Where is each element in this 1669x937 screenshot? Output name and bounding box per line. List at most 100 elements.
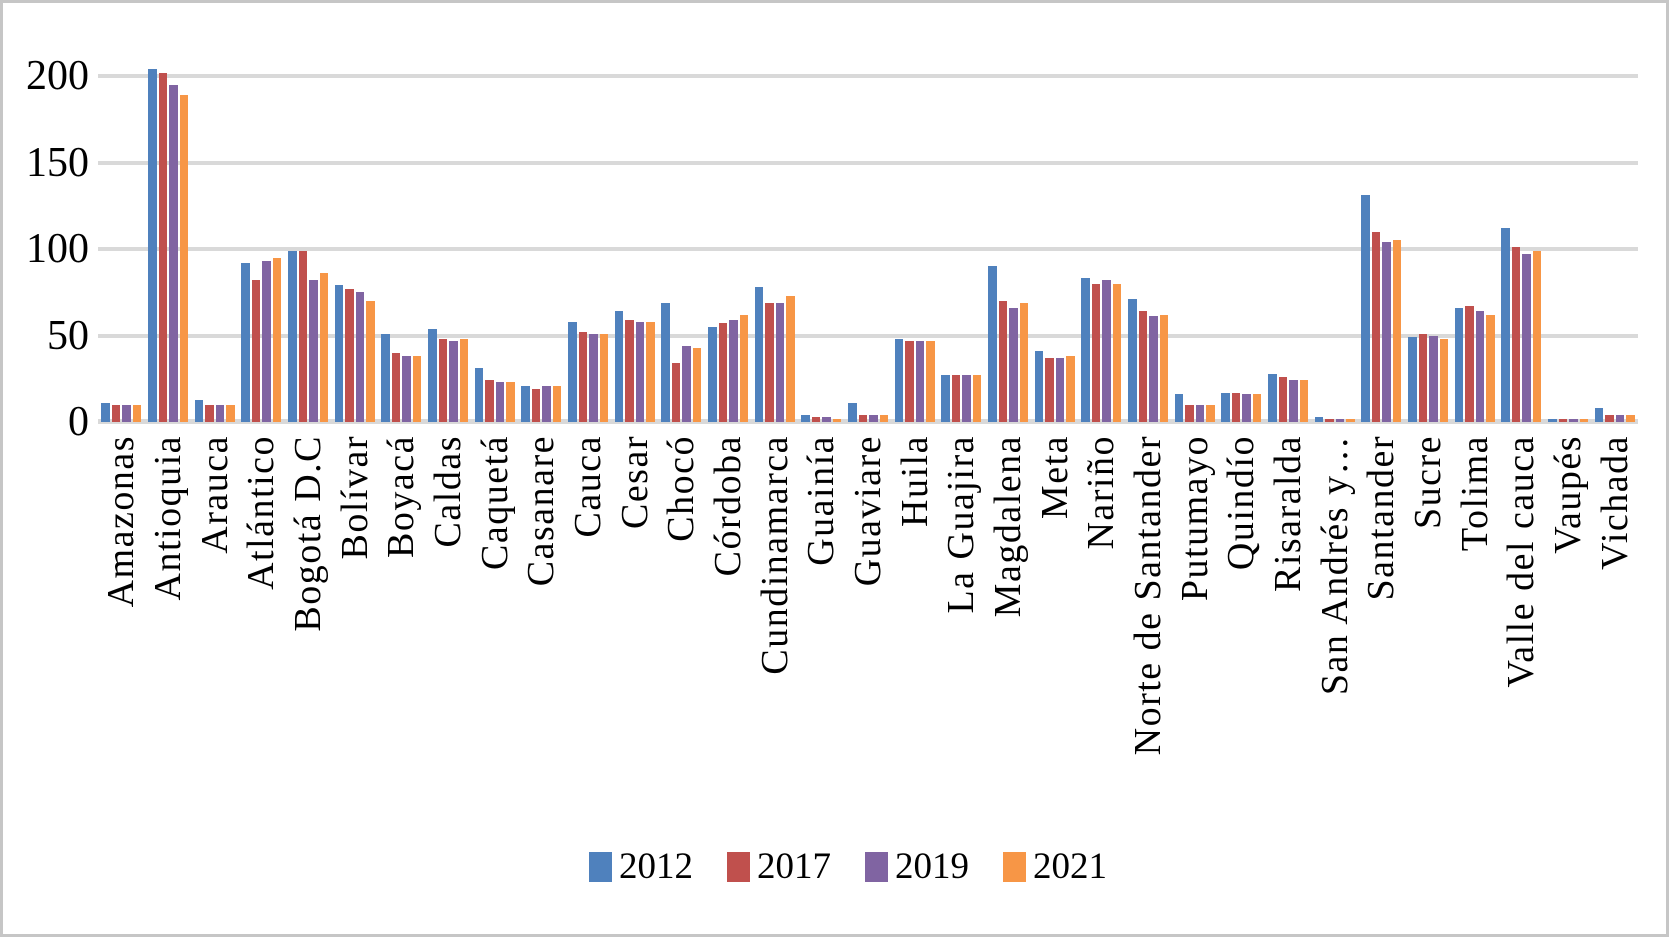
y-axis-tick-label: 200	[26, 53, 89, 99]
bar-group	[1498, 62, 1545, 422]
bar-2017	[485, 380, 494, 422]
bar-2021	[1252, 394, 1262, 422]
bar-group	[1545, 62, 1592, 422]
bar-2019	[682, 345, 691, 422]
bar-group	[145, 62, 192, 422]
gridline	[98, 160, 1638, 165]
bar-2019	[1569, 418, 1578, 422]
bar-2017	[1231, 392, 1241, 422]
bar-2019	[1615, 415, 1625, 422]
bar-2017	[1511, 247, 1521, 422]
bar-2012	[101, 402, 110, 422]
bar-2012	[988, 266, 997, 422]
bar-2021	[1486, 314, 1495, 422]
bar-2021	[879, 415, 889, 422]
x-axis-label-cell: Boyacá	[378, 431, 425, 741]
bar-2012	[1174, 394, 1184, 422]
bar-group	[378, 62, 425, 422]
x-axis-label: Vichada	[1593, 435, 1636, 570]
bar-group	[1218, 62, 1265, 422]
bar-2012	[708, 326, 717, 422]
bar-2012	[754, 287, 764, 422]
x-axis-label: Vaupés	[1547, 435, 1590, 554]
bar-group	[1265, 62, 1312, 422]
x-axis-label: Boyacá	[380, 435, 423, 558]
bar-2019	[122, 404, 131, 422]
bar-2019	[1289, 380, 1298, 422]
bar-2017	[298, 250, 308, 422]
bar-2019	[169, 84, 178, 422]
x-axis-label-cell: Tolima	[1451, 431, 1498, 741]
x-axis-label: Risaralda	[1267, 435, 1310, 593]
bar-2017	[391, 352, 401, 422]
bar-2017	[438, 338, 448, 422]
y-axis-tick-label: 50	[47, 312, 89, 359]
x-axis-label: Antioquia	[147, 435, 189, 601]
bar-2021	[1112, 283, 1122, 422]
y-axis-tick-label: 100	[26, 226, 89, 272]
x-axis-label-cell: Santander	[1358, 431, 1405, 741]
x-axis-label: Norte de Santander	[1127, 435, 1170, 756]
bar-2017	[1465, 306, 1474, 422]
bar-group	[1031, 62, 1078, 422]
bar-2017	[671, 363, 681, 422]
x-axis-label-cell: Vaupés	[1545, 431, 1592, 741]
bar-2012	[614, 311, 624, 422]
bar-2019	[1055, 358, 1065, 422]
x-axis-label-cell: Cundinamarca	[751, 431, 798, 741]
x-axis-label-cell: Caquetá	[471, 431, 518, 741]
bar-2012	[568, 321, 577, 422]
bar-2019	[355, 292, 365, 422]
x-axis-label-cell: Caldas	[425, 431, 472, 741]
x-axis-line	[98, 419, 1638, 424]
x-axis-label-cell: San Andrés y…	[1311, 431, 1358, 741]
legend-swatch	[1003, 851, 1026, 882]
bar-2012	[1501, 228, 1510, 422]
bar-2021	[1346, 418, 1355, 422]
bar-2012	[1034, 351, 1044, 422]
bar-group	[751, 62, 798, 422]
bar-group	[1358, 62, 1405, 422]
bar-2021	[412, 356, 422, 422]
bar-group	[1125, 62, 1172, 422]
bar-2019	[1522, 254, 1531, 422]
bar-2019	[729, 319, 738, 422]
bar-group	[1078, 62, 1125, 422]
legend-item-2021: 2021	[1003, 848, 1107, 885]
bar-2012	[1361, 195, 1370, 422]
bar-2012	[1268, 373, 1277, 422]
bar-2017	[531, 389, 541, 422]
bar-2019	[1382, 242, 1391, 422]
x-axis-label-cell: Meta	[1031, 431, 1078, 741]
x-axis-label-cell: Vichada	[1592, 431, 1639, 741]
bar-group	[518, 62, 565, 422]
bar-2012	[1408, 337, 1417, 422]
bar-2021	[1159, 314, 1169, 422]
bar-group	[565, 62, 612, 422]
x-axis-label-cell: Cauca	[565, 431, 612, 741]
bar-2019	[822, 416, 831, 422]
bar-group	[611, 62, 658, 422]
bar-2012	[521, 385, 530, 422]
x-axis-label-cell: Sucre	[1405, 431, 1452, 741]
bar-2017	[765, 302, 774, 422]
bar-2012	[428, 328, 437, 422]
bar-2017	[1558, 418, 1568, 422]
x-axis-label: Cauca	[567, 435, 610, 538]
legend-label: 2012	[619, 846, 693, 887]
bar-2021	[1299, 380, 1309, 422]
bar-2017	[951, 375, 961, 422]
bar-2017	[345, 288, 354, 422]
x-axis-label-cell: Nariño	[1078, 431, 1125, 741]
bar-2012	[941, 375, 950, 422]
x-axis-label: Bogotá D.C	[287, 435, 330, 632]
x-axis-label-cell: Magdalena	[985, 431, 1032, 741]
bar-group	[471, 62, 518, 422]
x-axis-label-cell: Córdoba	[705, 431, 752, 741]
bar-group	[705, 62, 752, 422]
bar-2012	[241, 262, 250, 422]
x-axis-label-cell: Amazonas	[98, 431, 145, 741]
bar-group	[1451, 62, 1498, 422]
x-axis-label: Atlántico	[240, 435, 283, 590]
